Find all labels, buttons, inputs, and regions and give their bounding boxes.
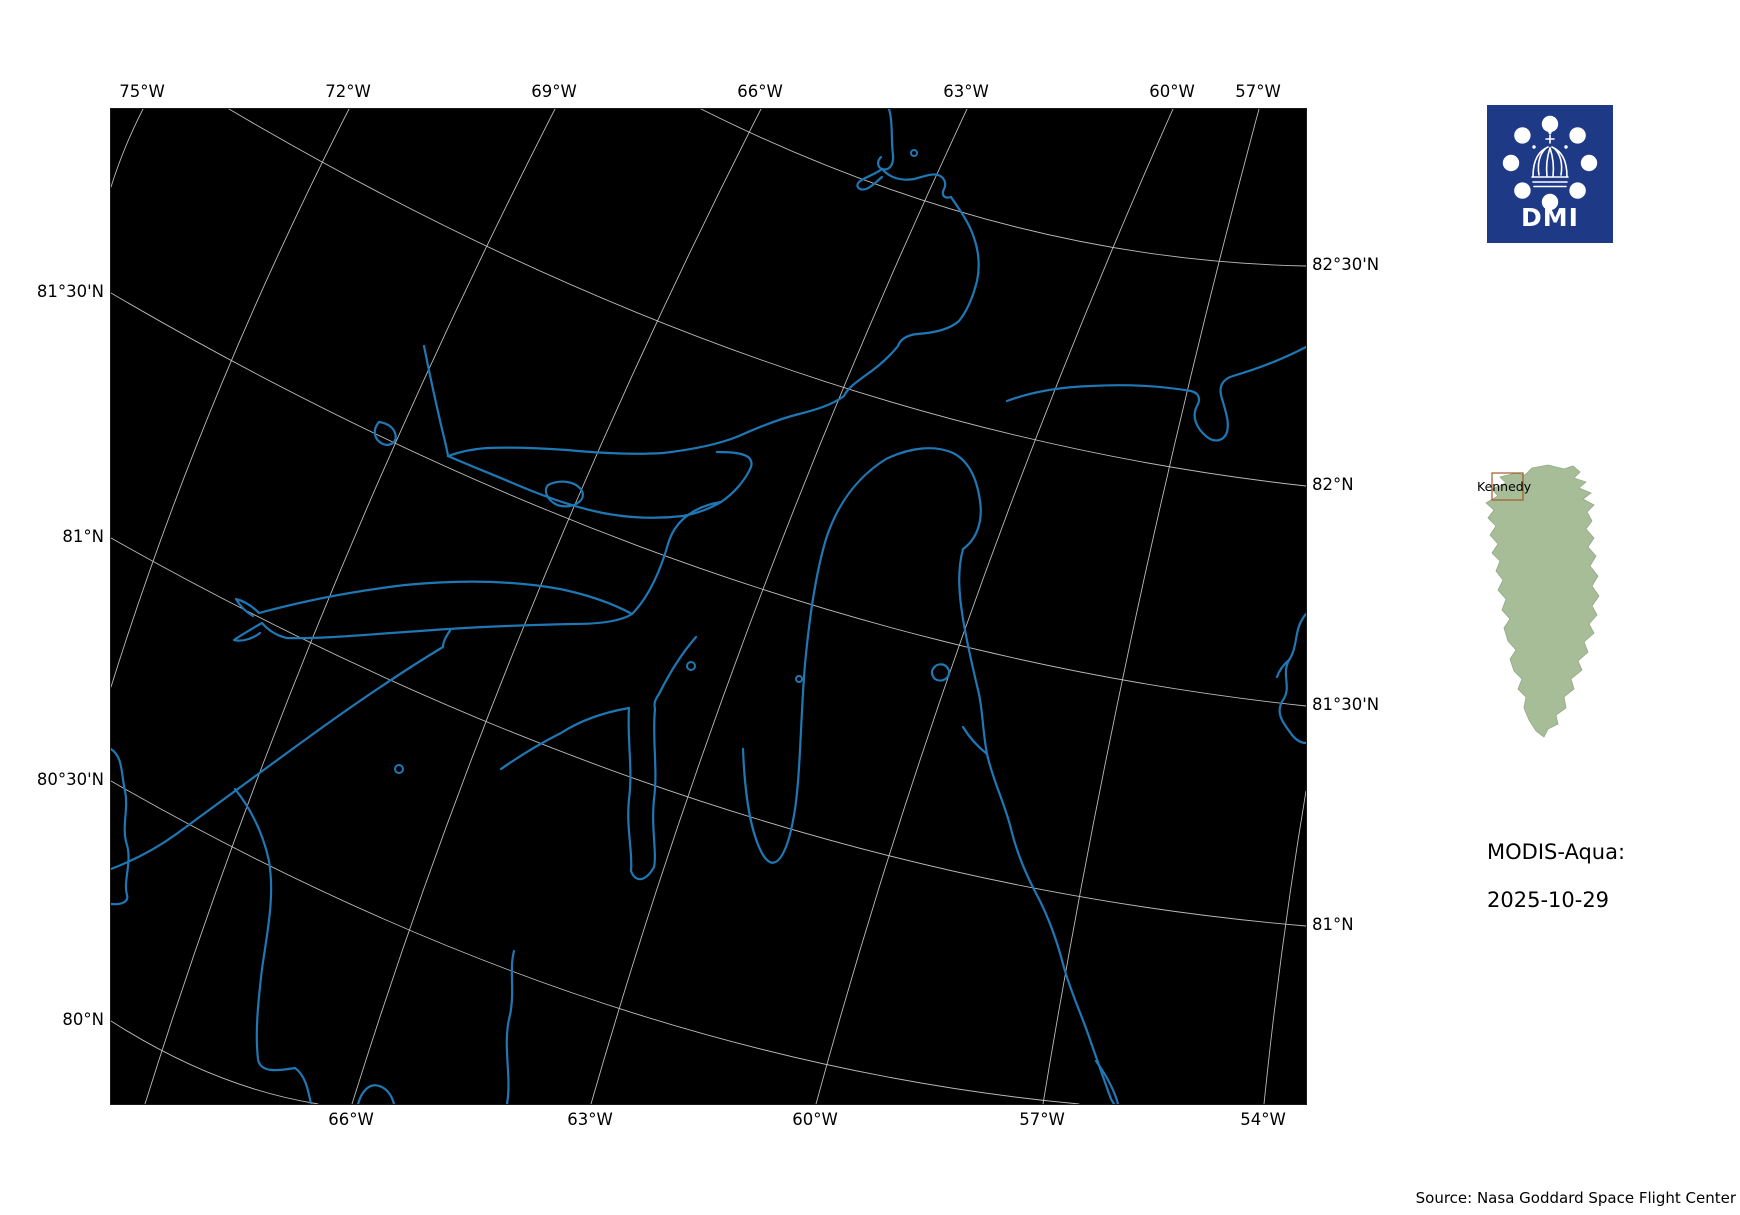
lon-label-bottom: 60°W bbox=[792, 1110, 838, 1129]
lon-label-top: 66°W bbox=[737, 82, 783, 101]
coastline bbox=[741, 447, 982, 864]
coastline bbox=[1005, 345, 1306, 442]
coastline bbox=[257, 580, 634, 640]
coastline bbox=[446, 450, 753, 519]
region-highlight-box bbox=[1491, 472, 1524, 501]
coastline bbox=[1275, 658, 1291, 679]
coastline bbox=[499, 706, 633, 873]
coastline bbox=[232, 621, 264, 642]
crown-icon bbox=[1531, 134, 1569, 188]
lat-label-right: 82°30'N bbox=[1312, 255, 1380, 274]
coastline bbox=[544, 480, 584, 508]
lon-label-top: 60°W bbox=[1149, 82, 1195, 101]
lon-label-bottom: 57°W bbox=[1019, 1110, 1065, 1129]
logo-dot bbox=[1514, 127, 1531, 144]
coastline bbox=[1094, 1059, 1120, 1104]
logo-dot bbox=[1502, 154, 1520, 172]
island-coastline bbox=[686, 661, 696, 671]
island-coastline bbox=[910, 149, 918, 157]
coastline bbox=[233, 787, 313, 1104]
lon-label-top: 63°W bbox=[943, 82, 989, 101]
coastline bbox=[505, 949, 516, 1104]
meridian-line bbox=[590, 109, 968, 1104]
lat-label-right: 82°N bbox=[1312, 475, 1354, 494]
coastline bbox=[877, 109, 895, 171]
lon-label-top: 72°W bbox=[325, 82, 371, 101]
meridian-line bbox=[815, 109, 1174, 1104]
logo-dot bbox=[1569, 182, 1586, 199]
coastline bbox=[446, 446, 665, 458]
map-graticule-and-coastlines bbox=[111, 109, 1306, 1104]
coastline bbox=[958, 547, 1116, 1104]
meridian-line bbox=[144, 109, 556, 1104]
lon-label-top: 69°W bbox=[531, 82, 577, 101]
dmi-logo-dots bbox=[1502, 115, 1598, 211]
inset-region-label: Kennedy bbox=[1477, 479, 1532, 494]
parallel-line bbox=[111, 1020, 319, 1104]
coastline bbox=[961, 725, 989, 756]
island-coastline bbox=[394, 764, 404, 774]
lat-label-left: 80°N bbox=[62, 1010, 104, 1029]
coastline bbox=[629, 865, 656, 881]
coastline bbox=[652, 635, 698, 869]
dmi-logo-text: DMI bbox=[1521, 203, 1579, 232]
coastline bbox=[630, 500, 723, 616]
meridian-line bbox=[1263, 790, 1306, 1104]
coastline bbox=[661, 167, 980, 455]
coastline bbox=[373, 420, 397, 446]
lon-label-bottom: 54°W bbox=[1240, 1110, 1286, 1129]
logo-dot bbox=[1541, 193, 1559, 211]
coastline bbox=[856, 167, 884, 191]
product-title: MODIS-Aqua: bbox=[1487, 840, 1626, 864]
greenland-silhouette bbox=[1485, 464, 1600, 738]
lon-label-top: 75°W bbox=[119, 82, 165, 101]
lon-label-bottom: 63°W bbox=[567, 1110, 613, 1129]
lat-label-right: 81°N bbox=[1312, 915, 1354, 934]
coastline bbox=[111, 747, 130, 906]
source-credit: Source: Nasa Goddard Space Flight Center bbox=[1415, 1189, 1736, 1207]
lat-label-left: 81°N bbox=[62, 527, 104, 546]
coastline bbox=[111, 627, 453, 871]
island-coastline bbox=[795, 675, 803, 683]
dmi-logo: DMI bbox=[1487, 105, 1613, 243]
meridian-line bbox=[351, 109, 762, 1104]
logo-dot bbox=[1580, 154, 1598, 172]
coastline bbox=[356, 1084, 396, 1104]
meridian-line bbox=[111, 109, 144, 188]
parallel-line bbox=[228, 109, 1306, 487]
coastline bbox=[930, 663, 951, 682]
lat-label-left: 81°30'N bbox=[36, 282, 104, 301]
greenland-inset-map: Kennedy bbox=[1470, 463, 1620, 740]
logo-dot bbox=[1514, 182, 1531, 199]
parallel-line bbox=[700, 109, 1306, 267]
coastline bbox=[1278, 612, 1306, 745]
parallel-line bbox=[111, 780, 1080, 1104]
parallel-line bbox=[111, 537, 1306, 927]
logo-dot bbox=[1541, 115, 1559, 133]
lat-label-left: 80°30'N bbox=[36, 770, 104, 789]
coastline bbox=[234, 597, 261, 618]
meridian-line bbox=[1042, 109, 1260, 1104]
lat-label-right: 81°30'N bbox=[1312, 695, 1380, 714]
meridian-line bbox=[111, 109, 350, 688]
lon-label-top: 57°W bbox=[1235, 82, 1281, 101]
logo-dot bbox=[1569, 127, 1586, 144]
coastline bbox=[422, 344, 450, 458]
parallel-line bbox=[111, 292, 1306, 707]
lon-label-bottom: 66°W bbox=[328, 1110, 374, 1129]
satellite-map bbox=[110, 108, 1307, 1105]
product-date: 2025-10-29 bbox=[1487, 888, 1610, 912]
